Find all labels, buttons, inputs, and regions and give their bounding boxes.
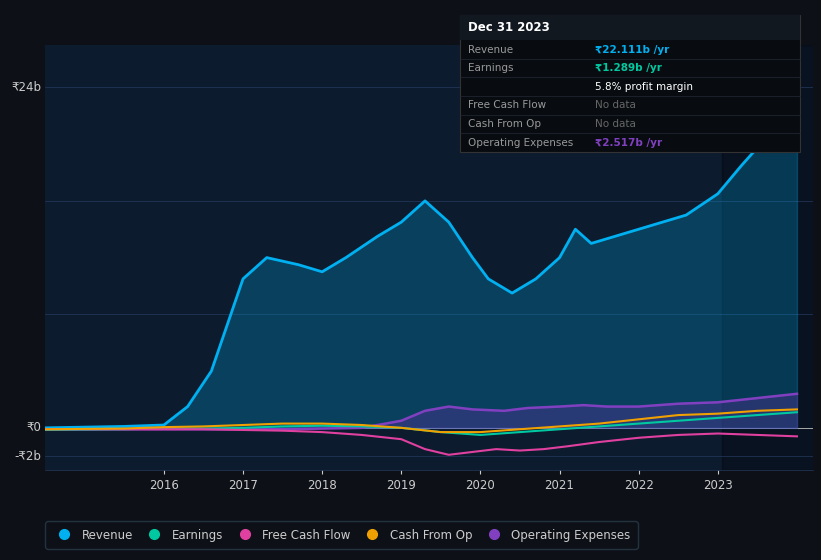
Text: No data: No data [595, 119, 636, 129]
Bar [722, 45, 817, 470]
Text: ₹22.111b /yr: ₹22.111b /yr [595, 44, 670, 54]
Text: 5.8% profit margin: 5.8% profit margin [595, 82, 694, 92]
Text: No data: No data [595, 100, 636, 110]
Text: ₹1.289b /yr: ₹1.289b /yr [595, 63, 663, 73]
Text: Revenue: Revenue [468, 44, 513, 54]
Text: ₹2.517b /yr: ₹2.517b /yr [595, 138, 663, 148]
Text: Dec 31 2023: Dec 31 2023 [468, 21, 550, 34]
Text: Cash From Op: Cash From Op [468, 119, 541, 129]
Text: Operating Expenses: Operating Expenses [468, 138, 573, 148]
Text: Free Cash Flow: Free Cash Flow [468, 100, 546, 110]
Legend: Revenue, Earnings, Free Cash Flow, Cash From Op, Operating Expenses: Revenue, Earnings, Free Cash Flow, Cash … [45, 521, 638, 549]
Text: -₹2b: -₹2b [15, 450, 41, 463]
Text: ₹0: ₹0 [26, 421, 41, 435]
Text: ₹24b: ₹24b [11, 81, 41, 94]
Text: Earnings: Earnings [468, 63, 514, 73]
